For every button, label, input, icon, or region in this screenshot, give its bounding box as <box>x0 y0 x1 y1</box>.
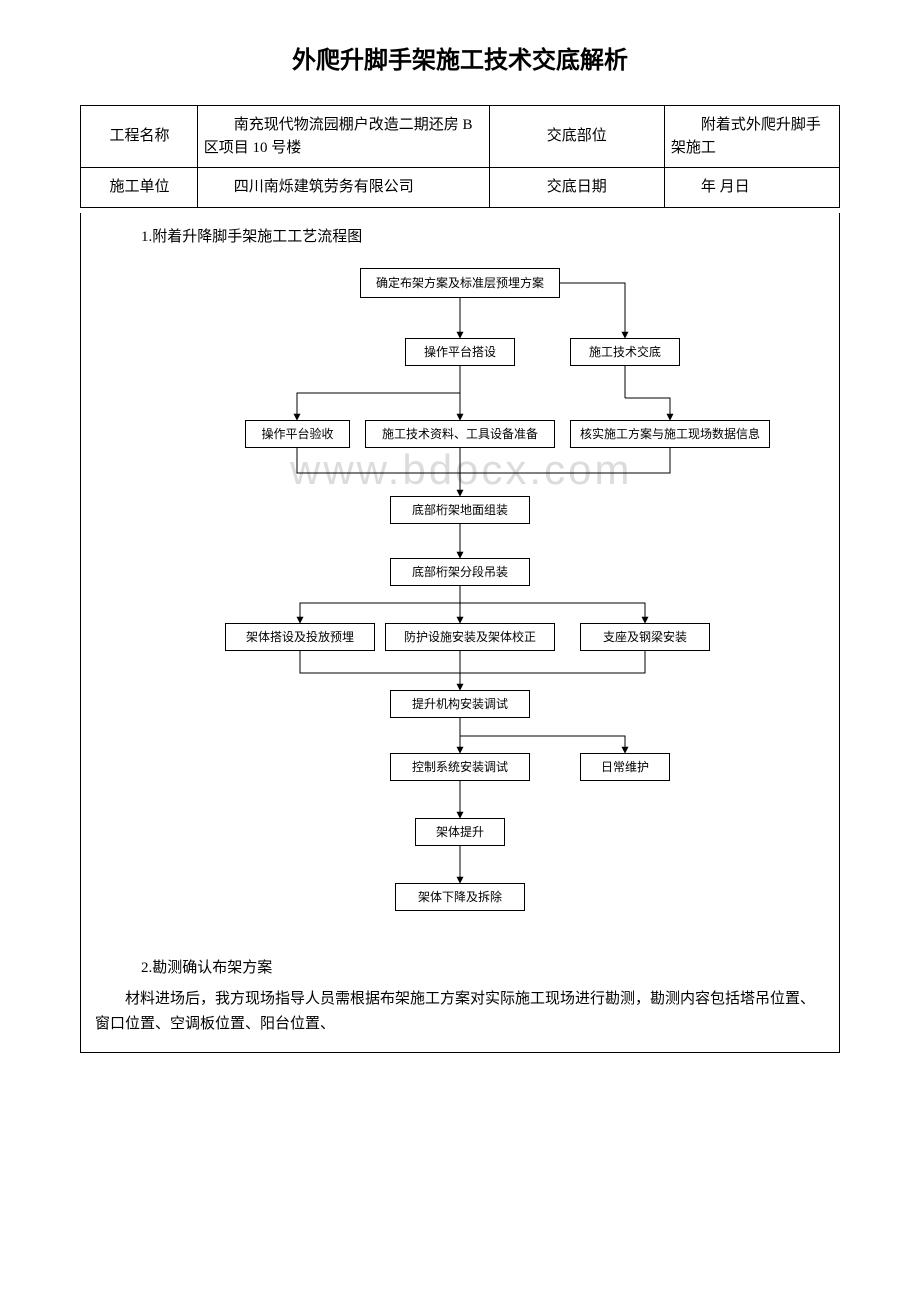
flow-node-n11: 支座及钢梁安装 <box>580 623 710 651</box>
header-table: 工程名称 南充现代物流园棚户改造二期还房 B 区项目 10 号楼 交底部位 附着… <box>80 105 840 208</box>
flow-node-n2: 操作平台搭设 <box>405 338 515 366</box>
flow-node-n6: 核实施工方案与施工现场数据信息 <box>570 420 770 448</box>
value-construction-unit: 四川南烁建筑劳务有限公司 <box>197 168 489 208</box>
value-project-name: 南充现代物流园棚户改造二期还房 B 区项目 10 号楼 <box>197 106 489 168</box>
label-project-name: 工程名称 <box>81 106 198 168</box>
page-title: 外爬升脚手架施工技术交底解析 <box>80 40 840 75</box>
flow-node-n8: 底部桁架分段吊装 <box>390 558 530 586</box>
value-disclosure-date: 年 月日 <box>664 168 839 208</box>
flow-node-n4: 操作平台验收 <box>245 420 350 448</box>
content-box: 1.附着升降脚手架施工工艺流程图 www.bdocx.com <box>80 213 840 1053</box>
flow-node-n14: 日常维护 <box>580 753 670 781</box>
flow-node-n5: 施工技术资料、工具设备准备 <box>365 420 555 448</box>
flow-node-n12: 提升机构安装调试 <box>390 690 530 718</box>
value-disclosure-part: 附着式外爬升脚手架施工 <box>664 106 839 168</box>
flow-node-n13: 控制系统安装调试 <box>390 753 530 781</box>
flow-node-n1: 确定布架方案及标准层预埋方案 <box>360 268 560 298</box>
label-disclosure-date: 交底日期 <box>489 168 664 208</box>
label-disclosure-part: 交底部位 <box>489 106 664 168</box>
section-1-title: 1.附着升降脚手架施工工艺流程图 <box>141 225 839 246</box>
table-row: 工程名称 南充现代物流园棚户改造二期还房 B 区项目 10 号楼 交底部位 附着… <box>81 106 840 168</box>
flow-node-n3: 施工技术交底 <box>570 338 680 366</box>
body-paragraph: 材料进场后，我方现场指导人员需根据布架施工方案对实际施工现场进行勘测，勘测内容包… <box>95 987 825 1038</box>
table-row: 施工单位 四川南烁建筑劳务有限公司 交底日期 年 月日 <box>81 168 840 208</box>
section-2-title: 2.勘测确认布架方案 <box>141 956 839 977</box>
flow-node-n7: 底部桁架地面组装 <box>390 496 530 524</box>
flow-node-n15: 架体提升 <box>415 818 505 846</box>
flow-node-n9: 架体搭设及投放预埋 <box>225 623 375 651</box>
flow-node-n16: 架体下降及拆除 <box>395 883 525 911</box>
flowchart: www.bdocx.com <box>150 258 770 938</box>
label-construction-unit: 施工单位 <box>81 168 198 208</box>
flow-node-n10: 防护设施安装及架体校正 <box>385 623 555 651</box>
